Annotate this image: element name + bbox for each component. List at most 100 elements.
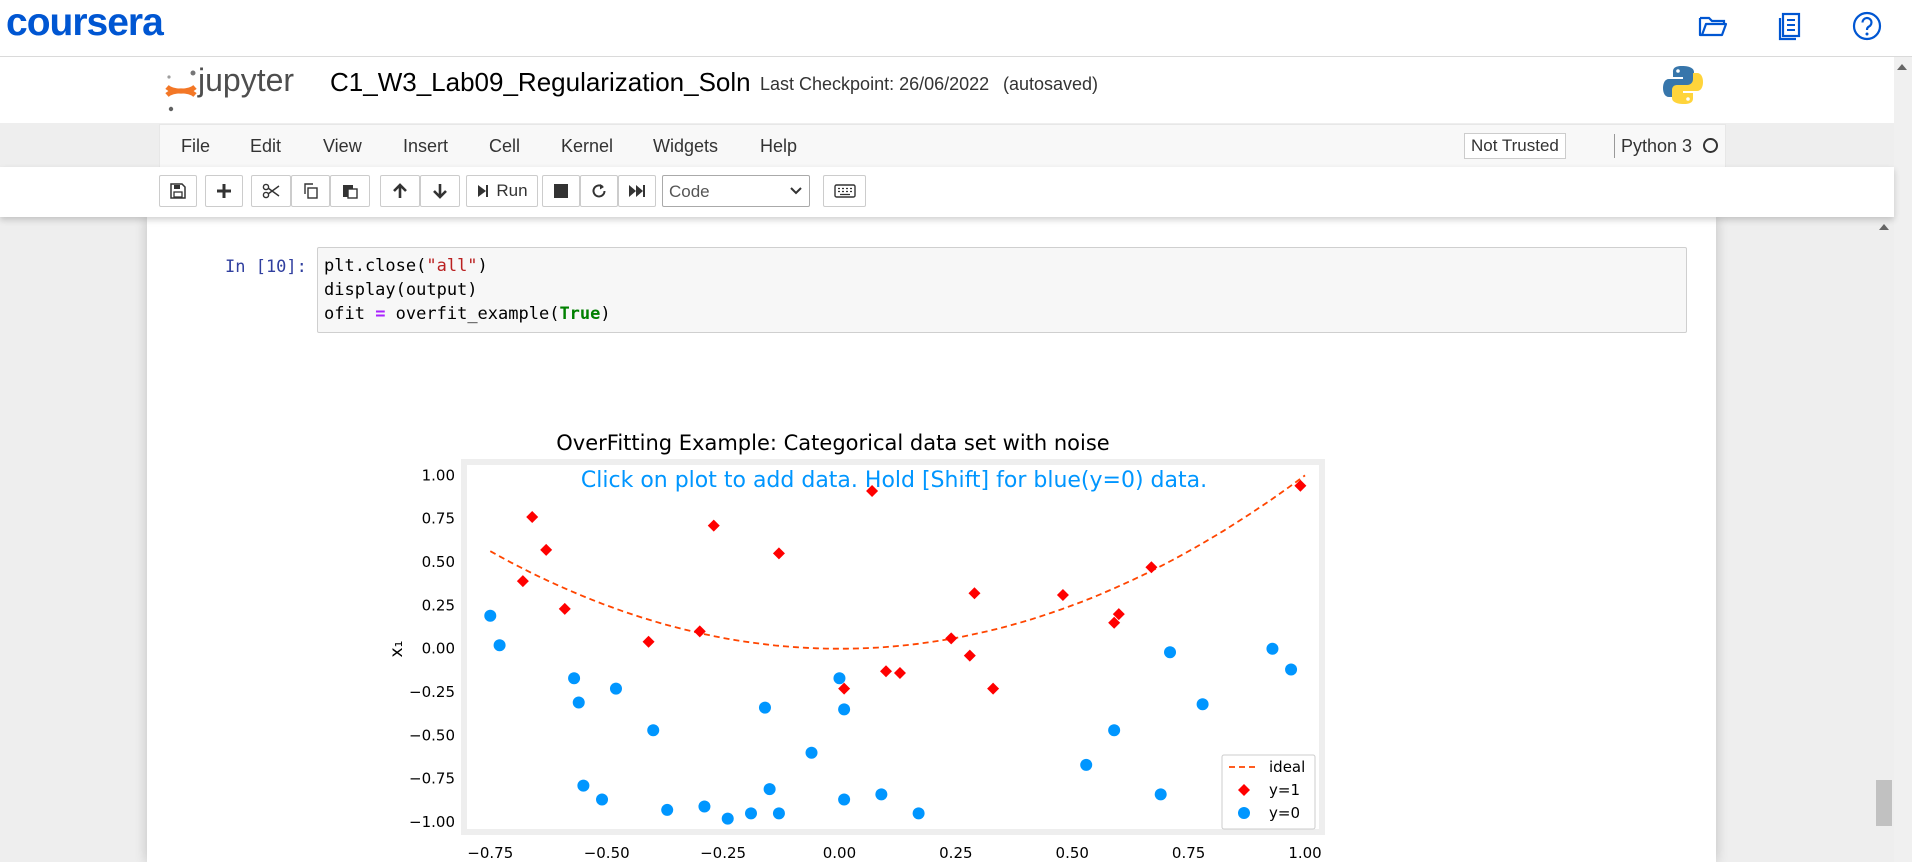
save-button[interactable] (159, 175, 197, 207)
data-point-y0 (833, 672, 846, 685)
x-tick-label: 1.00 (1288, 844, 1321, 862)
menu-cell[interactable]: Cell (489, 136, 521, 156)
data-point-y0 (698, 800, 711, 813)
code-cell[interactable]: plt.close("all") display(output) ofit = … (317, 247, 1687, 333)
data-point-y0 (568, 672, 581, 685)
x-tick-label: 0.25 (939, 844, 972, 862)
data-point-y0 (763, 783, 776, 796)
code-line-3: ofit = overfit_example(True) (324, 304, 611, 324)
kernel-idle-icon (1703, 138, 1718, 153)
chart-title: OverFitting Example: Categorical data se… (556, 431, 1109, 455)
coursera-logo[interactable]: coursera (6, 1, 164, 44)
data-point-y1 (540, 543, 553, 556)
notes-icon[interactable] (1774, 10, 1806, 42)
run-icon (478, 185, 489, 197)
data-point-y0 (912, 807, 925, 820)
restart-button[interactable] (580, 175, 618, 207)
move-down-button[interactable] (420, 175, 460, 207)
plot-instruction: Click on plot to add data. Hold [Shift] … (581, 468, 1207, 493)
ideal-curve (489, 474, 1306, 650)
arrow-up-icon (393, 183, 407, 198)
stop-icon (554, 184, 568, 198)
legend-ideal: ideal (1269, 758, 1305, 776)
menu-widgets[interactable]: Widgets (653, 136, 719, 156)
jupyter-logo-icon[interactable] (163, 65, 323, 115)
y-axis-label: x₁ (387, 641, 407, 658)
notebook-scrollbar-thumb[interactable] (1876, 780, 1892, 826)
data-point-y1 (516, 575, 529, 588)
data-point-y1 (707, 519, 720, 532)
data-point-y0 (772, 807, 785, 820)
jupyter-logo-text: jupyter (198, 62, 295, 98)
chevron-down-icon (790, 187, 802, 195)
not-trusted-badge[interactable]: Not Trusted (1464, 133, 1566, 159)
x-tick-label: 0.00 (823, 844, 856, 862)
notebook-container: In [10]: plt.close("all") display(output… (147, 217, 1716, 862)
y-tick-label: 0.00 (422, 640, 455, 658)
data-point-y0 (838, 793, 851, 806)
legend: ideal y=1 y=0 (1221, 754, 1316, 830)
data-point-y1 (1108, 616, 1121, 629)
menu-insert[interactable]: Insert (403, 136, 449, 156)
menu-edit[interactable]: Edit (250, 136, 282, 156)
help-icon[interactable] (1851, 10, 1883, 42)
interrupt-button[interactable] (542, 175, 580, 207)
paste-button[interactable] (330, 175, 370, 207)
data-point-y1 (642, 635, 655, 648)
x-tick-label: −0.25 (700, 844, 746, 862)
python-logo-icon (1663, 66, 1703, 104)
notebook-scroll-up-icon[interactable] (1878, 222, 1890, 232)
last-checkpoint: Last Checkpoint: 26/06/2022 (760, 74, 990, 94)
overfit-plot[interactable]: OverFitting Example: Categorical data se… (147, 217, 1716, 862)
keyboard-icon (833, 184, 856, 198)
data-point-y0 (875, 788, 888, 801)
menu-help[interactable]: Help (760, 136, 798, 156)
run-button-label: Run (496, 181, 528, 200)
data-point-y0 (647, 724, 660, 737)
insert-cell-button[interactable] (205, 175, 243, 207)
command-palette-button[interactable] (823, 175, 866, 207)
coursera-top-bar: coursera (0, 0, 1912, 57)
data-point-y1 (880, 665, 893, 678)
cut-icon (262, 183, 280, 199)
menu-file[interactable]: File (181, 136, 211, 156)
data-point-y1 (963, 649, 976, 662)
x-tick-label: 0.75 (1172, 844, 1205, 862)
code-line-2: display(output) (324, 280, 478, 300)
data-point-y1 (772, 547, 785, 560)
y-tick-label: 0.75 (422, 510, 455, 528)
data-point-y1 (1294, 479, 1307, 492)
data-point-y1 (838, 682, 851, 695)
y-tick-label: −1.00 (409, 813, 455, 831)
data-point-y0 (572, 696, 585, 709)
scroll-up-icon[interactable] (1896, 62, 1908, 72)
data-point-y0 (1080, 758, 1093, 771)
run-button[interactable]: Run (466, 175, 538, 207)
fast-forward-icon (629, 185, 645, 197)
data-point-y0 (661, 803, 674, 816)
x-tick-label: −0.75 (467, 844, 513, 862)
code-line-1: plt.close("all") (324, 256, 488, 276)
data-point-y0 (1108, 724, 1121, 737)
copy-button[interactable] (291, 175, 330, 207)
menu-kernel[interactable]: Kernel (561, 136, 614, 156)
y-tick-label: 1.00 (422, 466, 455, 484)
menu-view[interactable]: View (323, 136, 362, 156)
move-up-button[interactable] (380, 175, 420, 207)
data-point-y1 (1145, 561, 1158, 574)
series-y1 (516, 479, 1307, 695)
data-point-y0 (484, 609, 497, 622)
page-scrollbar[interactable] (1894, 57, 1912, 862)
folder-open-icon[interactable] (1697, 10, 1729, 42)
data-point-y1 (968, 587, 981, 600)
cut-button[interactable] (251, 175, 291, 207)
data-point-y0 (609, 682, 622, 695)
restart-run-all-button[interactable] (618, 175, 656, 207)
notebook-title[interactable]: C1_W3_Lab09_Regularization_Soln (330, 67, 751, 97)
y-ticks: 1.00 0.75 0.50 0.25 0.00 −0.25 −0.50 −0.75 −1.00 (409, 466, 455, 831)
x-tick-label: −0.50 (584, 844, 630, 862)
data-point-y1 (866, 485, 879, 497)
data-point-y0 (1196, 698, 1209, 711)
cell-type-select[interactable]: Code (662, 175, 810, 207)
save-icon (170, 183, 186, 199)
